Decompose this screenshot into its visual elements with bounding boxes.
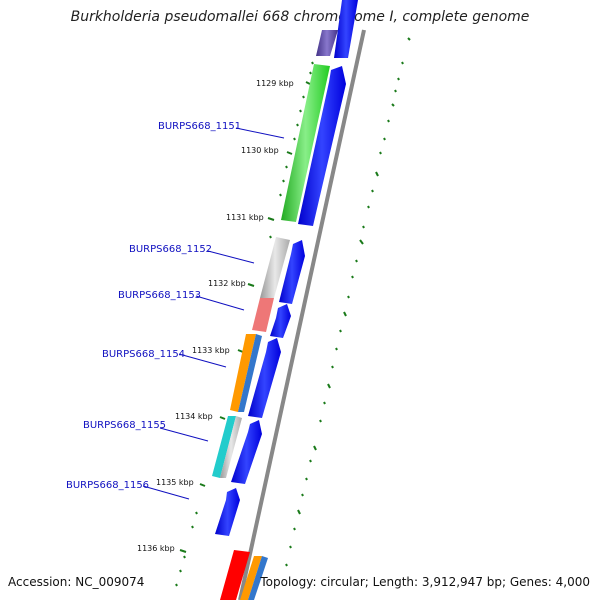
feature-block-blue-strip (238, 334, 262, 412)
cds-arrow-1156 (215, 488, 240, 536)
kbp-label-1130: 1130 kbp (241, 146, 279, 155)
label-line-1155 (159, 427, 209, 442)
gene-label-1154[interactable]: BURPS668_1154 (102, 349, 185, 360)
label-line-1152 (207, 250, 255, 264)
feature-block-green (281, 64, 330, 222)
feature-block-gray-2 (220, 416, 242, 478)
gene-label-1152[interactable]: BURPS668_1152 (129, 244, 212, 255)
feature-block-orange-2 (240, 556, 262, 600)
feature-block-purple (316, 30, 338, 56)
cds-arrow-1155 (231, 420, 262, 484)
gene-labels: BURPS668_1151 BURPS668_1152 BURPS668_115… (66, 121, 241, 491)
inner-tick-track (175, 61, 314, 587)
kbp-label-1131: 1131 kbp (226, 213, 264, 222)
map-title: Burkholderia pseudomallei 668 chromosome… (70, 9, 530, 25)
cds-arrow-1152 (279, 240, 305, 304)
feature-block-gray (260, 237, 290, 298)
feature-block-bright-red (220, 550, 250, 600)
label-line-1153 (195, 295, 245, 311)
feature-block-red (252, 298, 274, 332)
kbp-labels: 1129 kbp 1130 kbp 1131 kbp 1132 kbp 1133… (137, 79, 294, 553)
kbp-label-1133: 1133 kbp (192, 346, 230, 355)
outer-tick-track (285, 37, 411, 567)
label-line-1154 (178, 353, 227, 368)
gene-label-1155[interactable]: BURPS668_1155 (83, 420, 166, 431)
backbone-line (238, 29, 366, 600)
cds-track (215, 0, 358, 536)
feature-block-cyan (212, 416, 236, 478)
kbp-label-1129: 1129 kbp (256, 79, 294, 88)
gene-label-1153[interactable]: BURPS668_1153 (118, 290, 201, 301)
kbp-label-1136: 1136 kbp (137, 544, 175, 553)
cds-arrow-1153 (270, 304, 291, 338)
cds-arrow-1151 (298, 66, 346, 226)
kbp-label-1134: 1134 kbp (175, 412, 213, 421)
feature-color-track (212, 30, 338, 600)
gene-label-1151[interactable]: BURPS668_1151 (158, 121, 241, 132)
label-line-1156 (142, 485, 190, 500)
feature-block-orange (230, 334, 256, 412)
kbp-label-1135: 1135 kbp (156, 478, 194, 487)
feature-block-blue-2 (248, 556, 268, 600)
label-line-1151 (235, 127, 285, 139)
cds-arrow-1154 (248, 338, 281, 418)
gene-label-lines (142, 127, 285, 500)
topology-text: Topology: circular; Length: 3,912,947 bp… (260, 575, 590, 589)
accession-text: Accession: NC_009074 (8, 575, 145, 589)
cds-arrow-top (334, 0, 358, 58)
kbp-label-1132: 1132 kbp (208, 279, 246, 288)
gene-label-1156[interactable]: BURPS668_1156 (66, 480, 149, 491)
